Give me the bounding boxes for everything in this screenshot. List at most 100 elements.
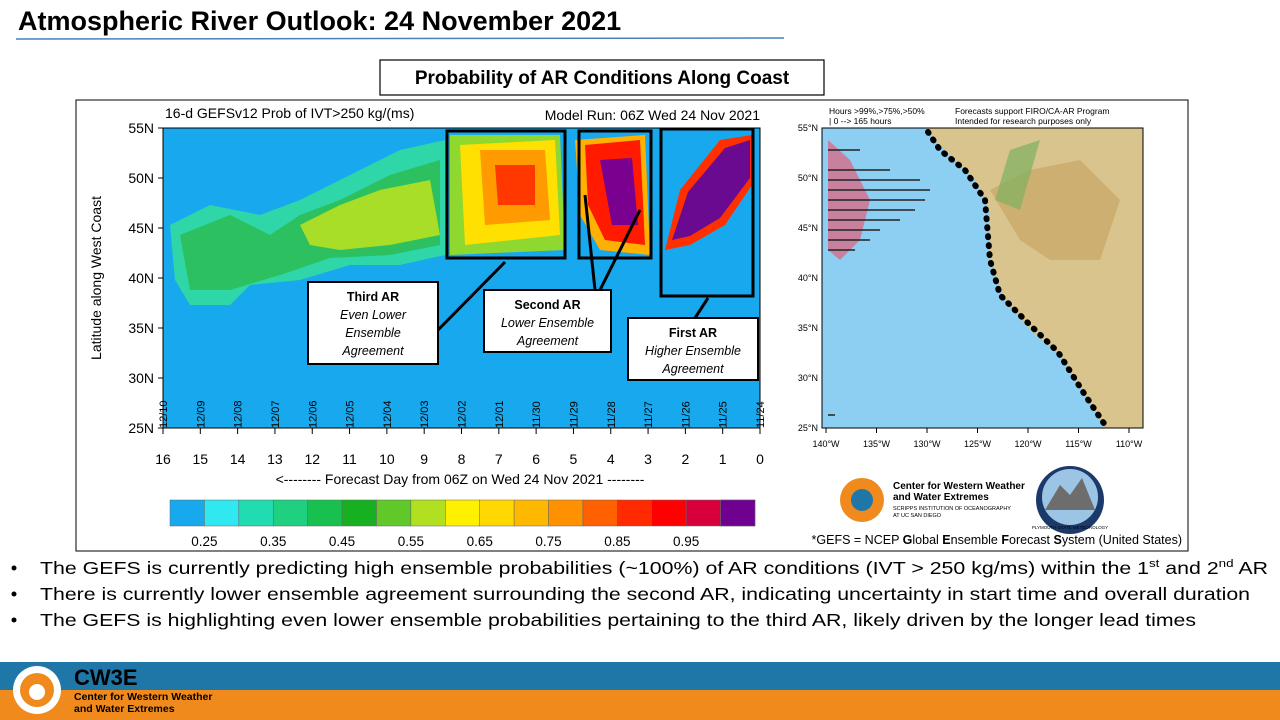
colorbar-label: 0.65: [467, 534, 493, 549]
colorbar-label: 0.35: [260, 534, 286, 549]
bullet-dot: [11, 565, 17, 571]
footnote-part: nsemble: [951, 533, 1002, 547]
date-tick-label: 11/29: [568, 401, 580, 428]
x-tick-label: 13: [267, 451, 283, 467]
x-tick-label: 12: [304, 451, 320, 467]
annotation-text: Agreement: [516, 334, 579, 348]
x-tick-label: 7: [495, 451, 503, 467]
map-y-tick-label: 50°N: [798, 173, 818, 183]
arrow: [583, 194, 597, 291]
colorbar-cell: [307, 499, 343, 527]
footnote-part: ystem (United States): [1062, 533, 1182, 547]
x-tick-label: 3: [644, 451, 652, 467]
annotation-text: Agreement: [661, 362, 724, 376]
footnote-part: E: [942, 533, 950, 547]
bullet-part: and 2: [1159, 558, 1218, 578]
annotation-text: Agreement: [341, 344, 404, 358]
footer-logo: [29, 684, 45, 700]
map-x-tick-label: 130°W: [913, 439, 941, 449]
annotation-title: First AR: [669, 326, 717, 340]
colorbar-cell: [513, 499, 549, 527]
map-y-tick-label: 30°N: [798, 373, 818, 383]
x-axis-label: <-------- Forecast Day from 06Z on Wed 2…: [276, 471, 645, 487]
date-tick-label: 12/09: [195, 400, 207, 428]
y-tick-label: 25N: [128, 420, 154, 436]
annotation-title: Second AR: [514, 298, 580, 312]
heatmap-region: [300, 180, 440, 250]
x-tick-label: 5: [570, 451, 578, 467]
logo-text: SCRIPPS INSTITUTION OF OCEANOGRAPHY: [893, 506, 1011, 512]
footer-band: [0, 690, 1280, 720]
colorbar-cell: [169, 499, 205, 527]
logo-text: PLYMOUTH STATE METEOROLOGY: [1032, 525, 1108, 530]
arrow: [598, 209, 642, 291]
y-axis-label: Latitude along West Coast: [88, 196, 104, 360]
date-tick-label: 12/04: [382, 400, 394, 428]
plot-frame: [162, 127, 761, 429]
bullet-sup: nd: [1219, 558, 1234, 570]
x-tick-label: 9: [420, 451, 428, 467]
bullets: The GEFS is currently predicting high en…: [11, 558, 1268, 630]
y-tick-label: 55N: [128, 120, 154, 136]
slide-title: Atmospheric River Outlook: 24 November 2…: [18, 6, 621, 36]
arrow: [693, 297, 710, 319]
x-tick-label: 4: [607, 451, 615, 467]
date-tick-label: 12/08: [233, 400, 245, 428]
annotation-box: [307, 281, 439, 365]
map-y-tick-label: 55°N: [798, 123, 818, 133]
map-y-tick-label: 40°N: [798, 273, 818, 283]
colorbar-cell: [204, 499, 240, 527]
colorbar-cell: [272, 499, 308, 527]
y-tick-label: 40N: [128, 270, 154, 286]
plymouth-logo: PLYMOUTH STATE METEOROLOGY: [1032, 466, 1108, 534]
footnote-part: orecast: [1009, 533, 1053, 547]
annotation-text: Even Lower: [340, 308, 407, 322]
colorbar-label: 0.25: [191, 534, 217, 549]
bullet-sup: st: [1149, 558, 1159, 570]
annotation-text: Lower Ensemble: [501, 316, 594, 330]
colorbar-cell: [445, 499, 480, 527]
y-tick-label: 35N: [128, 320, 154, 336]
title-underline: [15, 37, 785, 40]
model-run: Model Run: 06Z Wed 24 Nov 2021: [545, 107, 761, 123]
x-tick-label: 16: [155, 451, 171, 467]
x-tick-label: 14: [230, 451, 246, 467]
logo-text: AT UC SAN DIEGO: [893, 513, 942, 519]
date-tick-label: 12/01: [494, 400, 506, 428]
map-y-tick-label: 35°N: [798, 323, 818, 333]
x-tick-label: 1: [719, 451, 727, 467]
footnote-part: F: [1001, 533, 1009, 547]
colorbar-label: 0.95: [673, 534, 699, 549]
terrain: [995, 140, 1040, 210]
footnote-part: *GEFS = NCEP: [812, 533, 903, 547]
logo-mountain: [1045, 478, 1095, 510]
bullet: The GEFS is highlighting even lower ense…: [40, 610, 1196, 630]
arrow: [436, 260, 507, 332]
footer-band: [0, 662, 1280, 690]
y-tick-label: 50N: [128, 170, 154, 186]
panel-title-box: [379, 59, 825, 96]
x-tick-label: 15: [193, 451, 209, 467]
x-tick-label: 10: [379, 451, 395, 467]
colorbar-label: 0.75: [535, 534, 561, 549]
colorbar-cell: [479, 499, 515, 527]
colorbar-label: 0.45: [329, 534, 355, 549]
annotation-text: Higher Ensemble: [645, 344, 741, 358]
colorbar-label: 0.55: [398, 534, 424, 549]
footer-brand: CW3E: [74, 665, 138, 690]
bullet-dot: [11, 591, 17, 597]
date-tick-label: 12/03: [419, 400, 431, 428]
ar-hour-bars: [828, 149, 930, 416]
coast-points: [925, 129, 1108, 428]
map-x-tick-label: 120°W: [1014, 439, 1042, 449]
colorbar-cell: [376, 499, 412, 527]
heatmap-region: [495, 165, 535, 205]
footnote-part: S: [1053, 533, 1061, 547]
colorbar-cell: [651, 499, 687, 527]
heatmap-region: [672, 140, 750, 240]
annotations: Third AR Even Lower Ensemble Agreement Secon…: [307, 281, 759, 381]
logo-drop: [851, 489, 873, 511]
x-tick-label: 8: [458, 451, 466, 467]
y-tick-label: 30N: [128, 370, 154, 386]
